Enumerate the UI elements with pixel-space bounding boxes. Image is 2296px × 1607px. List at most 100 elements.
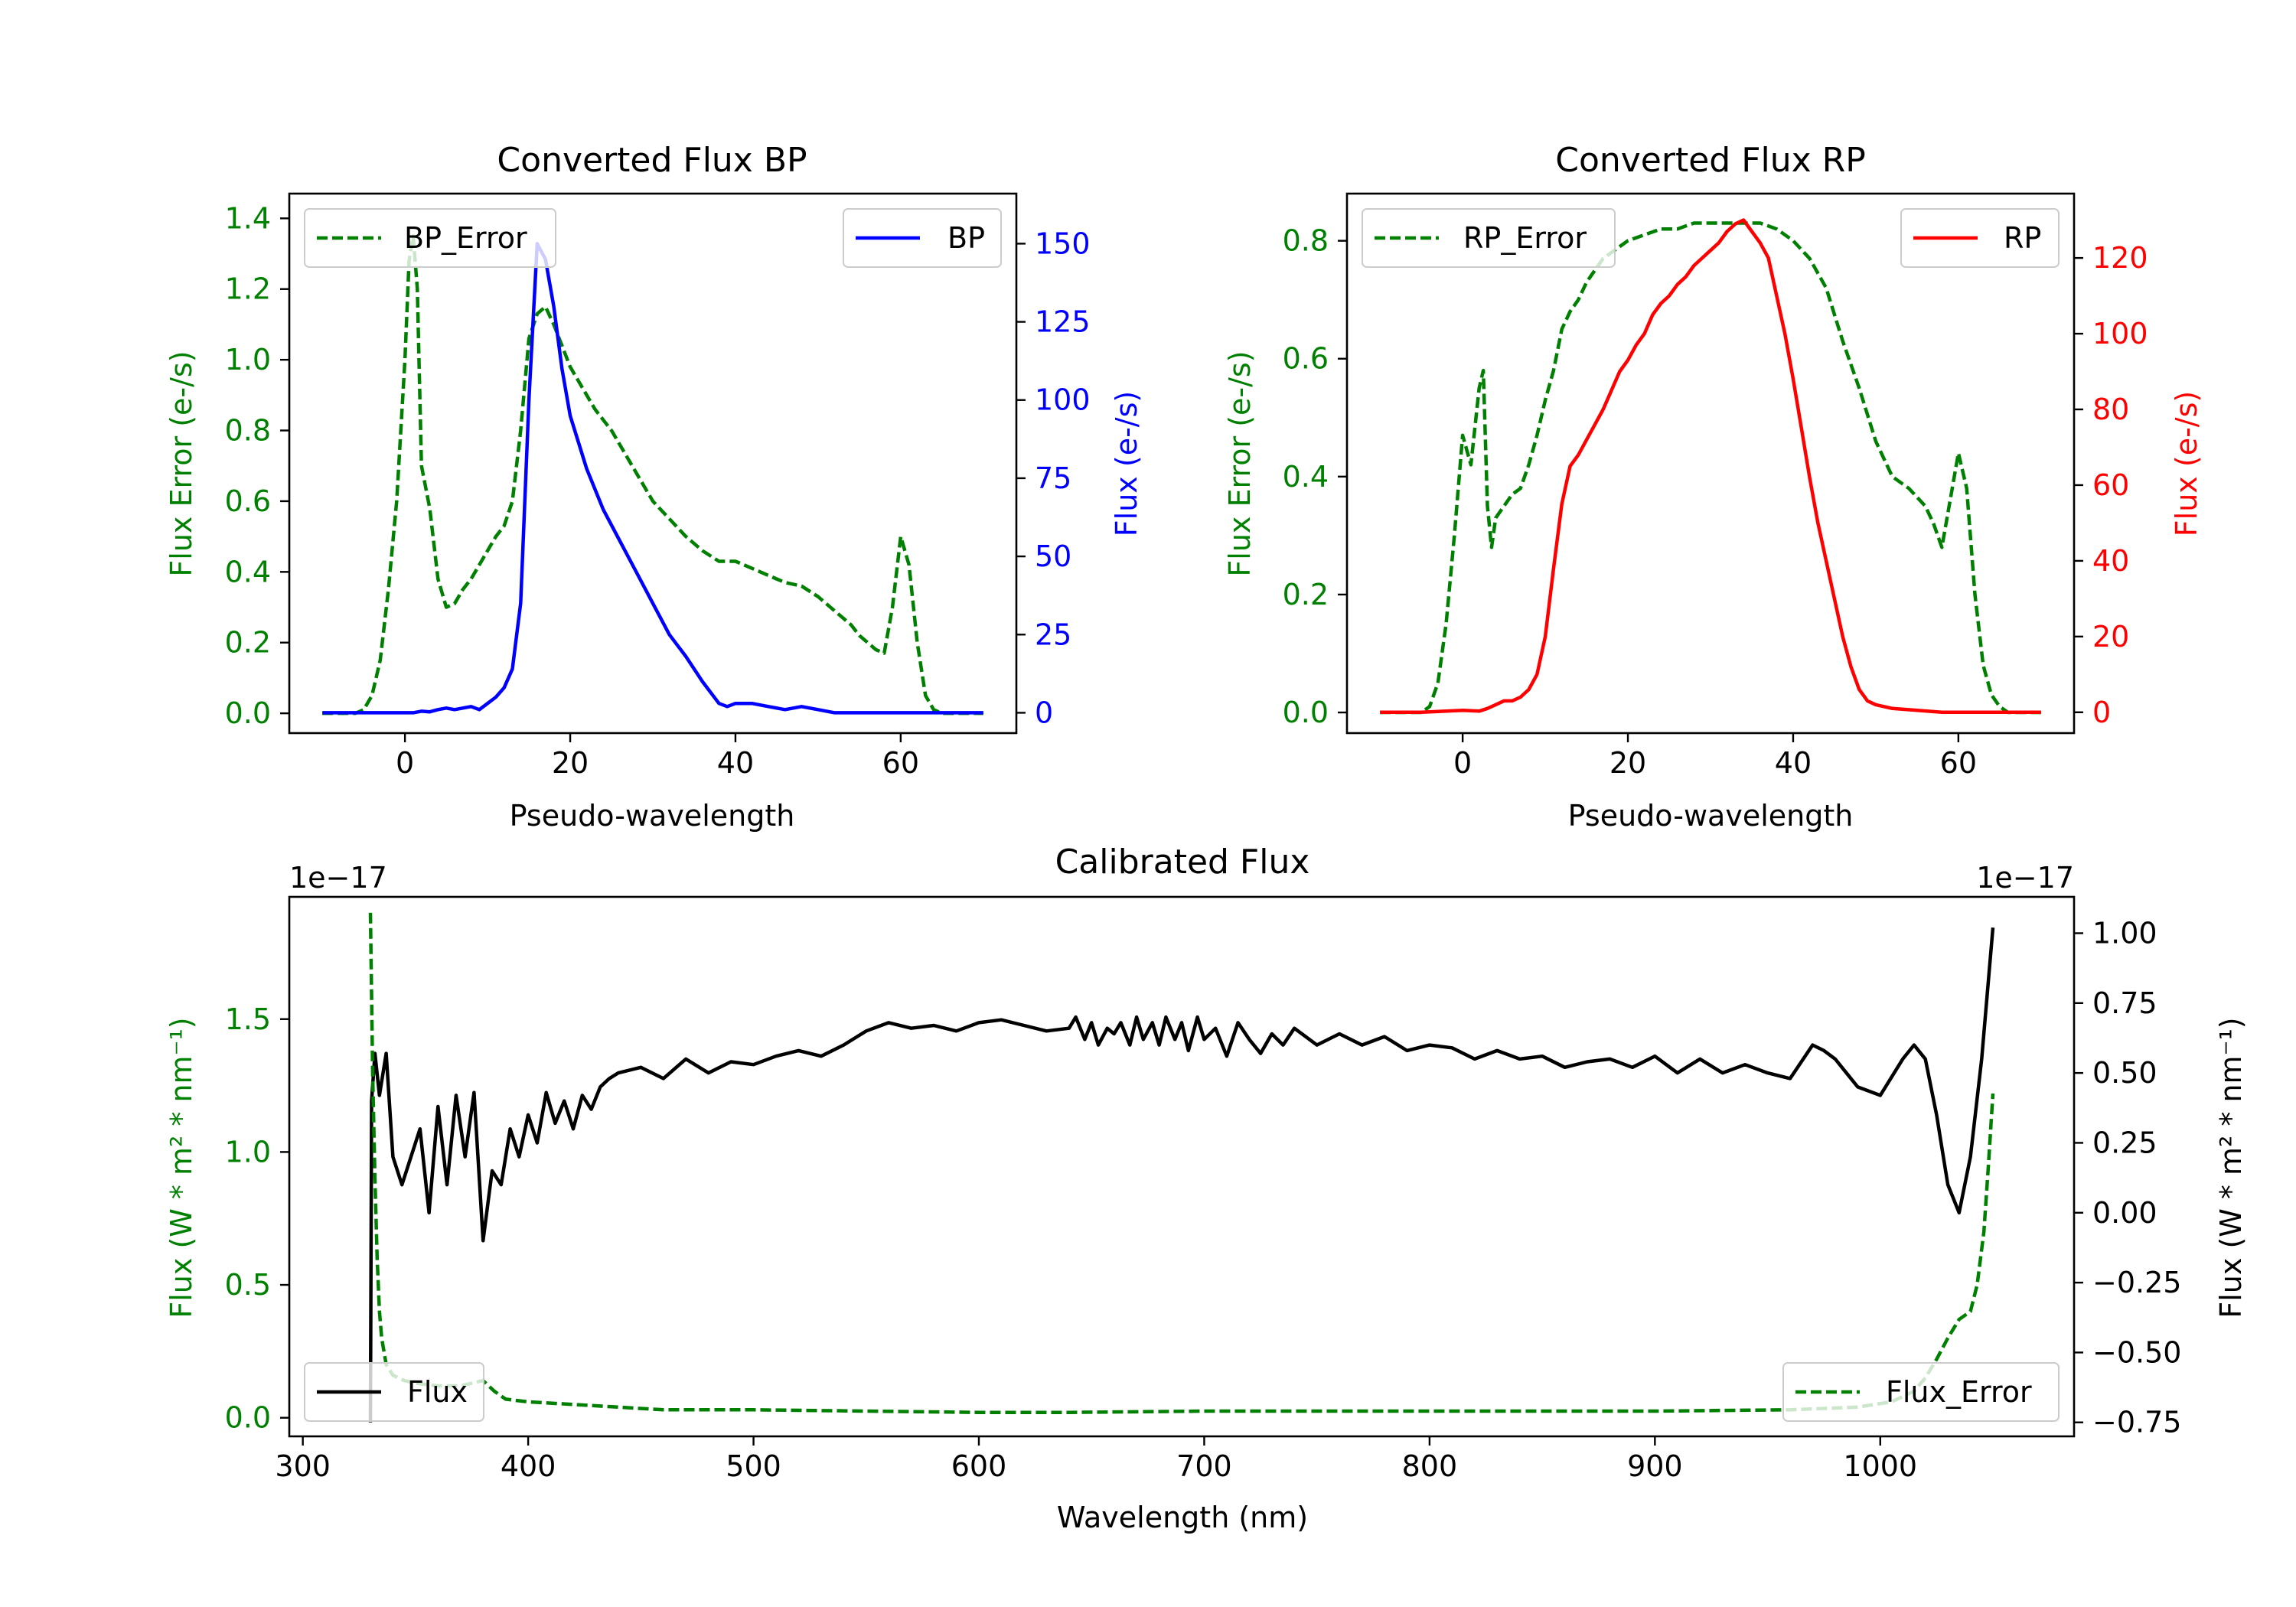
cal-left-y-tick-label: 0.0 <box>225 1401 271 1435</box>
rp-series-rp-error <box>1380 221 2041 715</box>
bp-right-y-label: Flux (e-/s) <box>1110 391 1143 536</box>
rp-right-y-tick-label: 100 <box>2092 317 2148 350</box>
cal-left-offset: 1e−17 <box>289 861 387 895</box>
rp-legend-error-box <box>1362 208 1616 268</box>
cal-right-y-tick-label: −0.50 <box>2092 1335 2181 1369</box>
cal-series-flux-error <box>368 912 1995 1414</box>
bp-legend-error-label: BP_Error <box>404 221 527 255</box>
bp-right-y-tick-label: 0 <box>1035 696 1053 729</box>
cal-right-y-label: Flux (W * m² * nm⁻¹) <box>2214 1017 2248 1318</box>
cal-right-y-tick-label: 0.75 <box>2092 986 2157 1020</box>
bp-axes-frame <box>288 192 1018 735</box>
bp-x-label: Pseudo-wavelength <box>510 799 795 833</box>
cal-x-tick-label: 400 <box>501 1449 556 1483</box>
bp-series-bp <box>322 242 983 715</box>
bp-left-y-tick-label: 1.0 <box>225 343 271 376</box>
rp-left-y-tick-label: 0.4 <box>1283 460 1329 494</box>
cal-legend-error: Flux_Error <box>1782 1362 2060 1422</box>
bp-legend-error-box <box>304 208 556 268</box>
cal-right-y-tick-label: 1.00 <box>2092 916 2157 950</box>
rp-legend-flux-label: RP <box>2004 221 2041 255</box>
rp-legend-error-label: RP_Error <box>1463 221 1587 255</box>
bp-left-y-tick-label: 0.4 <box>225 555 271 588</box>
rp-left-y-tick-label: 0.8 <box>1283 224 1329 258</box>
cal-right-y-tick-label: −0.25 <box>2092 1266 2181 1299</box>
cal-left-y-label: Flux (W * m² * nm⁻¹) <box>165 1017 198 1318</box>
cal-left-y-tick-label: 0.5 <box>225 1268 271 1302</box>
cal-left-y-tick-label: 1.0 <box>225 1135 271 1169</box>
rp-left-y-tick-label: 0.0 <box>1283 696 1329 729</box>
rp-legend-error: RP_Error <box>1362 208 1616 268</box>
cal-x-tick-label: 900 <box>1627 1449 1683 1483</box>
rp-right-y-tick-label: 120 <box>2092 241 2148 275</box>
rp-right-y-tick-label: 20 <box>2092 620 2129 654</box>
rp-x-tick-label: 60 <box>1940 746 1977 780</box>
cal-right-y-tick-label: 0.00 <box>2092 1196 2157 1230</box>
bp-panel: Converted Flux BP Pseudo-wavelength Flux… <box>165 141 1143 833</box>
rp-right-y-label: Flux (e-/s) <box>2170 391 2203 536</box>
rp-left-y-label: Flux Error (e-/s) <box>1223 350 1257 576</box>
rp-panel: Converted Flux RP Pseudo-wavelength Flux… <box>1223 141 2203 833</box>
cal-x-tick-label: 600 <box>951 1449 1007 1483</box>
bp-right-y-tick-label: 75 <box>1035 461 1071 495</box>
cal-right-offset: 1e−17 <box>1976 861 2074 895</box>
cal-right-y-tick-label: 0.50 <box>2092 1056 2157 1090</box>
bp-left-y-tick-label: 0.2 <box>225 626 271 660</box>
bp-left-y-tick-label: 0.6 <box>225 484 271 518</box>
bp-left-y-tick-label: 1.4 <box>225 201 271 235</box>
cal-plot-area: 300 400 500 600 700 800 900 1000 0.0 0.5 1.0 1.5 −0.… <box>225 912 2181 1483</box>
rp-right-y-tick-label: 40 <box>2092 544 2129 578</box>
cal-legend-flux: Flux <box>304 1362 484 1422</box>
cal-x-label: Wavelength (nm) <box>1057 1501 1308 1534</box>
rp-x-tick-label: 0 <box>1453 746 1472 780</box>
rp-left-y-tick-label: 0.2 <box>1283 578 1329 611</box>
cal-legend-flux-box <box>304 1362 484 1422</box>
bp-right-y-tick-label: 100 <box>1035 383 1091 417</box>
cal-title: Calibrated Flux <box>1055 843 1310 882</box>
bp-right-y-tick-label: 50 <box>1035 539 1071 573</box>
bp-right-y-tick-label: 150 <box>1035 227 1091 260</box>
bp-series-bp-error <box>322 234 983 715</box>
rp-axes-frame <box>1345 192 2076 735</box>
rp-plot-area: 0 20 40 60 0.0 0.2 0.4 0.6 0.8 0 20 40 60 80 100 120 <box>1283 218 2148 780</box>
cal-x-tick-label: 1000 <box>1843 1449 1917 1483</box>
rp-x-tick-label: 40 <box>1775 746 1812 780</box>
bp-legend-flux-box <box>843 208 1002 268</box>
bp-left-y-label: Flux Error (e-/s) <box>165 350 198 576</box>
cal-legend-error-label: Flux_Error <box>1886 1375 2032 1409</box>
bp-x-tick-label: 60 <box>882 746 919 780</box>
rp-x-tick-label: 20 <box>1609 746 1646 780</box>
bp-plot-area: 0 20 40 60 0.0 0.2 0.4 0.6 0.8 1.0 1.2 1.4 0 25 50 75 10… <box>225 201 1091 780</box>
bp-title: Converted Flux BP <box>497 141 807 180</box>
rp-legend-flux-box <box>1900 208 2060 268</box>
cal-right-y-tick-label: −0.75 <box>2092 1406 2181 1439</box>
rp-legend-flux: RP <box>1900 208 2060 268</box>
rp-right-y-tick-label: 80 <box>2092 393 2129 426</box>
cal-x-tick-label: 300 <box>275 1449 331 1483</box>
bp-x-tick-label: 40 <box>717 746 754 780</box>
bp-left-y-tick-label: 0.8 <box>225 414 271 448</box>
bp-legend-error: BP_Error <box>304 208 556 268</box>
bp-legend-flux-label: BP <box>947 221 985 255</box>
rp-x-label: Pseudo-wavelength <box>1568 799 1854 833</box>
cal-right-y-tick-label: 0.25 <box>2092 1126 2157 1159</box>
bp-right-y-tick-label: 125 <box>1035 305 1091 339</box>
cal-x-tick-label: 700 <box>1176 1449 1232 1483</box>
cal-legend-error-box <box>1782 1362 2060 1422</box>
bp-x-tick-label: 0 <box>396 746 414 780</box>
bp-left-y-tick-label: 0.0 <box>225 696 271 730</box>
calibrated-panel: Calibrated Flux Wavelength (nm) Flux (W … <box>165 843 2248 1534</box>
bp-legend-flux: BP <box>843 208 1002 268</box>
bp-x-tick-label: 20 <box>552 746 589 780</box>
bp-right-y-tick-label: 25 <box>1035 618 1071 651</box>
cal-left-y-tick-label: 1.5 <box>225 1002 271 1036</box>
cal-axes-frame <box>288 895 2076 1438</box>
rp-right-y-tick-label: 0 <box>2092 696 2111 729</box>
rp-right-y-tick-label: 60 <box>2092 468 2129 502</box>
cal-x-tick-label: 500 <box>726 1449 781 1483</box>
cal-x-tick-label: 800 <box>1402 1449 1458 1483</box>
rp-series-rp <box>1380 218 2041 715</box>
rp-left-y-tick-label: 0.6 <box>1283 342 1329 376</box>
cal-series-flux <box>368 927 1995 1423</box>
